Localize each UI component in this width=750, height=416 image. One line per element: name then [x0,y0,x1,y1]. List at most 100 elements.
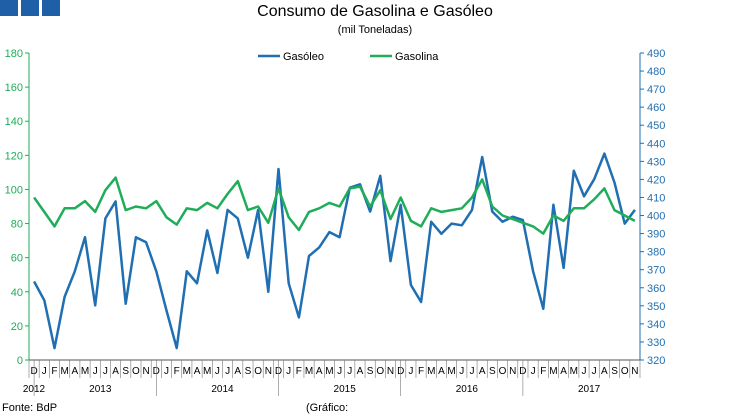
x-month-label: S [611,366,618,377]
x-month-label: O [499,366,507,377]
x-month-label: A [71,366,78,377]
chart-note: (Gráfico: [306,402,349,414]
x-year-label: 2016 [456,384,479,395]
y-left-tick-label: 60 [11,253,23,265]
y-right-tick-label: 350 [647,301,665,313]
x-year-label: 2012 [23,384,46,395]
y-left-tick-label: 160 [5,82,23,94]
y-right-tick-label: 430 [647,156,665,168]
y-right-tick-label: 480 [647,66,665,78]
x-month-label: M [325,366,333,377]
y-left-tick-label: 0 [17,355,23,367]
x-month-label: O [376,366,384,377]
x-month-label: A [479,366,486,377]
x-month-label: J [581,366,586,377]
x-month-label: O [132,366,140,377]
y-left-tick-label: 40 [11,287,23,299]
x-month-label: J [469,366,474,377]
y-right-tick-label: 380 [647,247,665,259]
y-right-tick-label: 440 [647,138,665,150]
x-month-label: J [93,366,98,377]
y-right-tick-label: 420 [647,174,665,186]
legend-label: Gasolina [395,51,439,63]
series-line-gasolina [33,176,636,235]
x-month-label: S [245,366,252,377]
y-right-tick-label: 470 [647,84,665,96]
x-month-label: M [81,366,89,377]
x-month-label: A [438,366,445,377]
x-month-label: J [531,366,536,377]
x-month-label: F [174,366,180,377]
x-month-label: F [51,366,57,377]
x-month-label: A [234,366,241,377]
brand-logo [0,0,60,16]
x-month-label: M [203,366,211,377]
x-month-label: S [489,366,496,377]
x-month-label: M [305,366,313,377]
y-right-tick-label: 360 [647,283,665,295]
x-month-label: A [601,366,608,377]
y-right-tick-label: 330 [647,337,665,349]
x-month-label: N [265,366,272,377]
x-month-label: N [387,366,394,377]
x-year-label: 2013 [89,384,112,395]
x-month-label: A [357,366,364,377]
brand-square [21,0,39,16]
source-note: Fonte: BdP [2,402,58,414]
x-month-label: N [142,366,149,377]
y-left-tick-label: 80 [11,219,23,231]
y-right-tick-label: 390 [647,229,665,241]
x-month-label: J [42,366,47,377]
x-month-label: F [296,366,302,377]
x-month-label: A [112,366,119,377]
x-month-label: A [316,366,323,377]
x-month-label: S [367,366,374,377]
y-right-tick-label: 410 [647,192,665,204]
y-left-tick-label: 120 [5,150,23,162]
x-month-label: N [509,366,516,377]
chart-title: Consumo de Gasolina e Gasóleo [257,3,493,20]
x-month-label: J [215,366,220,377]
brand-square [42,0,60,16]
x-month-label: M [427,366,435,377]
x-month-label: J [347,366,352,377]
x-month-label: J [164,366,169,377]
x-year-label: 2017 [578,384,601,395]
x-month-label: J [408,366,413,377]
y-left-tick-label: 140 [5,116,23,128]
x-month-label: F [540,366,546,377]
x-month-label: J [337,366,342,377]
y-left-tick-label: 100 [5,184,23,196]
x-month-label: N [631,366,638,377]
x-month-label: M [549,366,557,377]
brand-square [0,0,18,16]
x-month-label: M [183,366,191,377]
x-month-label: O [621,366,629,377]
x-month-label: A [194,366,201,377]
y-right-tick-label: 320 [647,355,665,367]
x-month-label: J [592,366,597,377]
x-month-label: M [60,366,68,377]
series-line-gasoleo [33,152,636,350]
y-left-tick-label: 20 [11,321,23,333]
x-month-label: F [418,366,424,377]
chart-subtitle: (mil Toneladas) [337,24,413,36]
legend-label: Gasóleo [283,51,324,63]
x-month-label: J [225,366,230,377]
y-right-tick-label: 460 [647,102,665,114]
x-month-label: S [122,366,129,377]
x-month-label: J [459,366,464,377]
x-month-label: M [447,366,455,377]
y-right-tick-label: 400 [647,211,665,223]
x-month-label: M [570,366,578,377]
x-month-label: A [560,366,567,377]
y-right-tick-label: 340 [647,319,665,331]
x-month-label: J [286,366,291,377]
y-right-tick-label: 490 [647,48,665,60]
y-right-tick-label: 450 [647,120,665,132]
y-right-tick-label: 370 [647,265,665,277]
x-year-label: 2014 [211,384,234,395]
x-year-label: 2015 [334,384,357,395]
x-month-label: O [254,366,262,377]
